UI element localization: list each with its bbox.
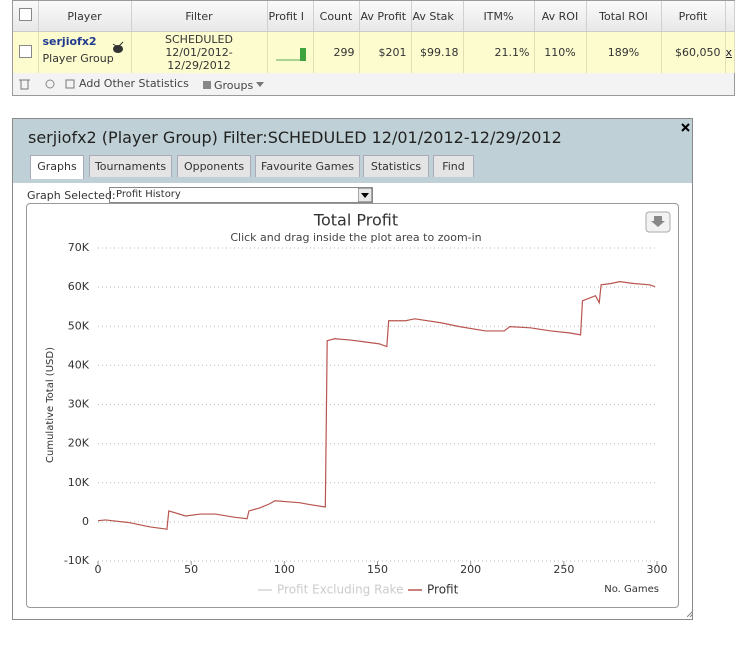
- av-roi-cell: 110%: [534, 31, 587, 73]
- header[interactable]: Filter: [131, 1, 268, 32]
- chart-subtitle: Click and drag inside the plot area to z…: [230, 231, 481, 244]
- checkbox[interactable]: [18, 44, 32, 58]
- filter-line: 12/01/2012-: [165, 46, 233, 59]
- header[interactable]: Player: [38, 1, 132, 32]
- player-group: Player Group: [42, 51, 114, 65]
- stats-grid: Player Filter Profit I Count Av Profit A…: [12, 0, 735, 96]
- remove-link[interactable]: x: [725, 31, 735, 73]
- add-icon: [65, 79, 75, 89]
- y-tick-label: 10K: [68, 476, 90, 489]
- sparkline: [275, 48, 306, 61]
- legend-label[interactable]: Profit: [427, 583, 459, 597]
- tab[interactable]: Tournaments: [89, 155, 172, 177]
- groups-icon: [203, 81, 211, 89]
- legend-label[interactable]: Profit Excluding Rake: [277, 583, 403, 597]
- y-axis-label: Cumulative Total (USD): [45, 347, 56, 463]
- y-tick-label: 70K: [68, 241, 90, 254]
- chart-title: Total Profit: [313, 211, 398, 230]
- player-name[interactable]: serjiofx2: [42, 34, 97, 48]
- x-tick-label: 100: [274, 563, 295, 576]
- chart-box: Total Profit Click and drag inside the p…: [26, 203, 679, 608]
- select-arrow: [358, 188, 372, 202]
- sparkline-cell: [267, 31, 314, 73]
- header-empty: [725, 1, 735, 32]
- stats-table: Player Filter Profit I Count Av Profit A…: [13, 1, 735, 73]
- y-tick-label: 30K: [68, 398, 90, 411]
- header[interactable]: ITM%: [463, 1, 535, 32]
- header[interactable]: Av ROI: [534, 1, 587, 32]
- tab[interactable]: Statistics: [363, 155, 429, 177]
- toolbar: Add Other Statistics Groups: [13, 71, 734, 95]
- profit-cell: $60,050: [661, 31, 726, 73]
- y-tick-label: 20K: [68, 437, 90, 450]
- header[interactable]: Av Stak: [411, 1, 464, 32]
- x-tick-label: 250: [553, 563, 574, 576]
- player-icon: [112, 41, 123, 53]
- y-tick-label: -10K: [64, 554, 90, 567]
- toolbar-icons[interactable]: [19, 78, 59, 90]
- x-tick-label: 300: [647, 563, 668, 576]
- row-checkbox-cell: [13, 31, 39, 73]
- total-roi-cell: 189%: [586, 31, 662, 73]
- data-line: [97, 281, 656, 531]
- tab[interactable]: Opponents: [177, 155, 251, 177]
- download-button[interactable]: [645, 211, 671, 233]
- header[interactable]: Total ROI: [586, 1, 662, 32]
- y-tick-label: 60K: [68, 280, 90, 293]
- header[interactable]: Av Profit: [359, 1, 412, 32]
- chart: Total Profit Click and drag inside the p…: [45, 211, 671, 597]
- tab[interactable]: Favourite Games: [255, 155, 360, 177]
- graph-select-value: Profit History: [116, 189, 181, 200]
- filter-line: 12/29/2012: [167, 59, 231, 72]
- x-tick-label: 150: [367, 563, 388, 576]
- header-checkbox-cell: [13, 1, 39, 32]
- player-cell: serjiofx2 Player Group: [38, 31, 132, 73]
- dialog-title: serjiofx2 (Player Group) Filter:SCHEDULE…: [28, 128, 562, 147]
- chart-layer: Total Profit Click and drag inside the p…: [45, 211, 671, 597]
- header[interactable]: Profit: [661, 1, 726, 32]
- y-tick-label: 40K: [68, 358, 90, 371]
- x-tick-label: 50: [184, 563, 198, 576]
- graph-selected-label: Graph Selected:: [27, 189, 116, 202]
- groups-button[interactable]: Groups: [214, 79, 254, 92]
- filter-cell: SCHEDULED 12/01/2012- 12/29/2012: [131, 31, 268, 73]
- x-axis-label: No. Games: [604, 584, 659, 595]
- header[interactable]: Count: [313, 1, 360, 32]
- av-stake-cell: $99.18: [411, 31, 464, 73]
- av-profit-cell: $201: [359, 31, 412, 73]
- resize-grip[interactable]: [687, 611, 693, 617]
- checkbox[interactable]: [18, 8, 32, 21]
- tab[interactable]: Graphs: [30, 155, 84, 179]
- x-tick-label: 200: [460, 563, 481, 576]
- y-tick-label: 50K: [68, 319, 90, 332]
- dialog: serjiofx2 (Player Group) Filter:SCHEDULE…: [12, 118, 693, 620]
- dialog-header: serjiofx2 (Player Group) Filter:SCHEDULE…: [13, 119, 692, 183]
- close-button[interactable]: [681, 123, 690, 132]
- add-statistics-button[interactable]: Add Other Statistics: [79, 77, 189, 90]
- tab[interactable]: Find: [433, 155, 474, 177]
- filter-line: SCHEDULED: [165, 33, 233, 46]
- x-tick-label: 0: [95, 563, 102, 576]
- itm-cell: 21.1%: [463, 31, 535, 73]
- graph-select[interactable]: Profit History: [109, 187, 373, 203]
- y-tick-label: 0: [82, 515, 89, 528]
- header[interactable]: Profit I: [267, 1, 314, 32]
- count-cell: 299: [313, 31, 360, 73]
- dropdown-arrow: [256, 82, 264, 87]
